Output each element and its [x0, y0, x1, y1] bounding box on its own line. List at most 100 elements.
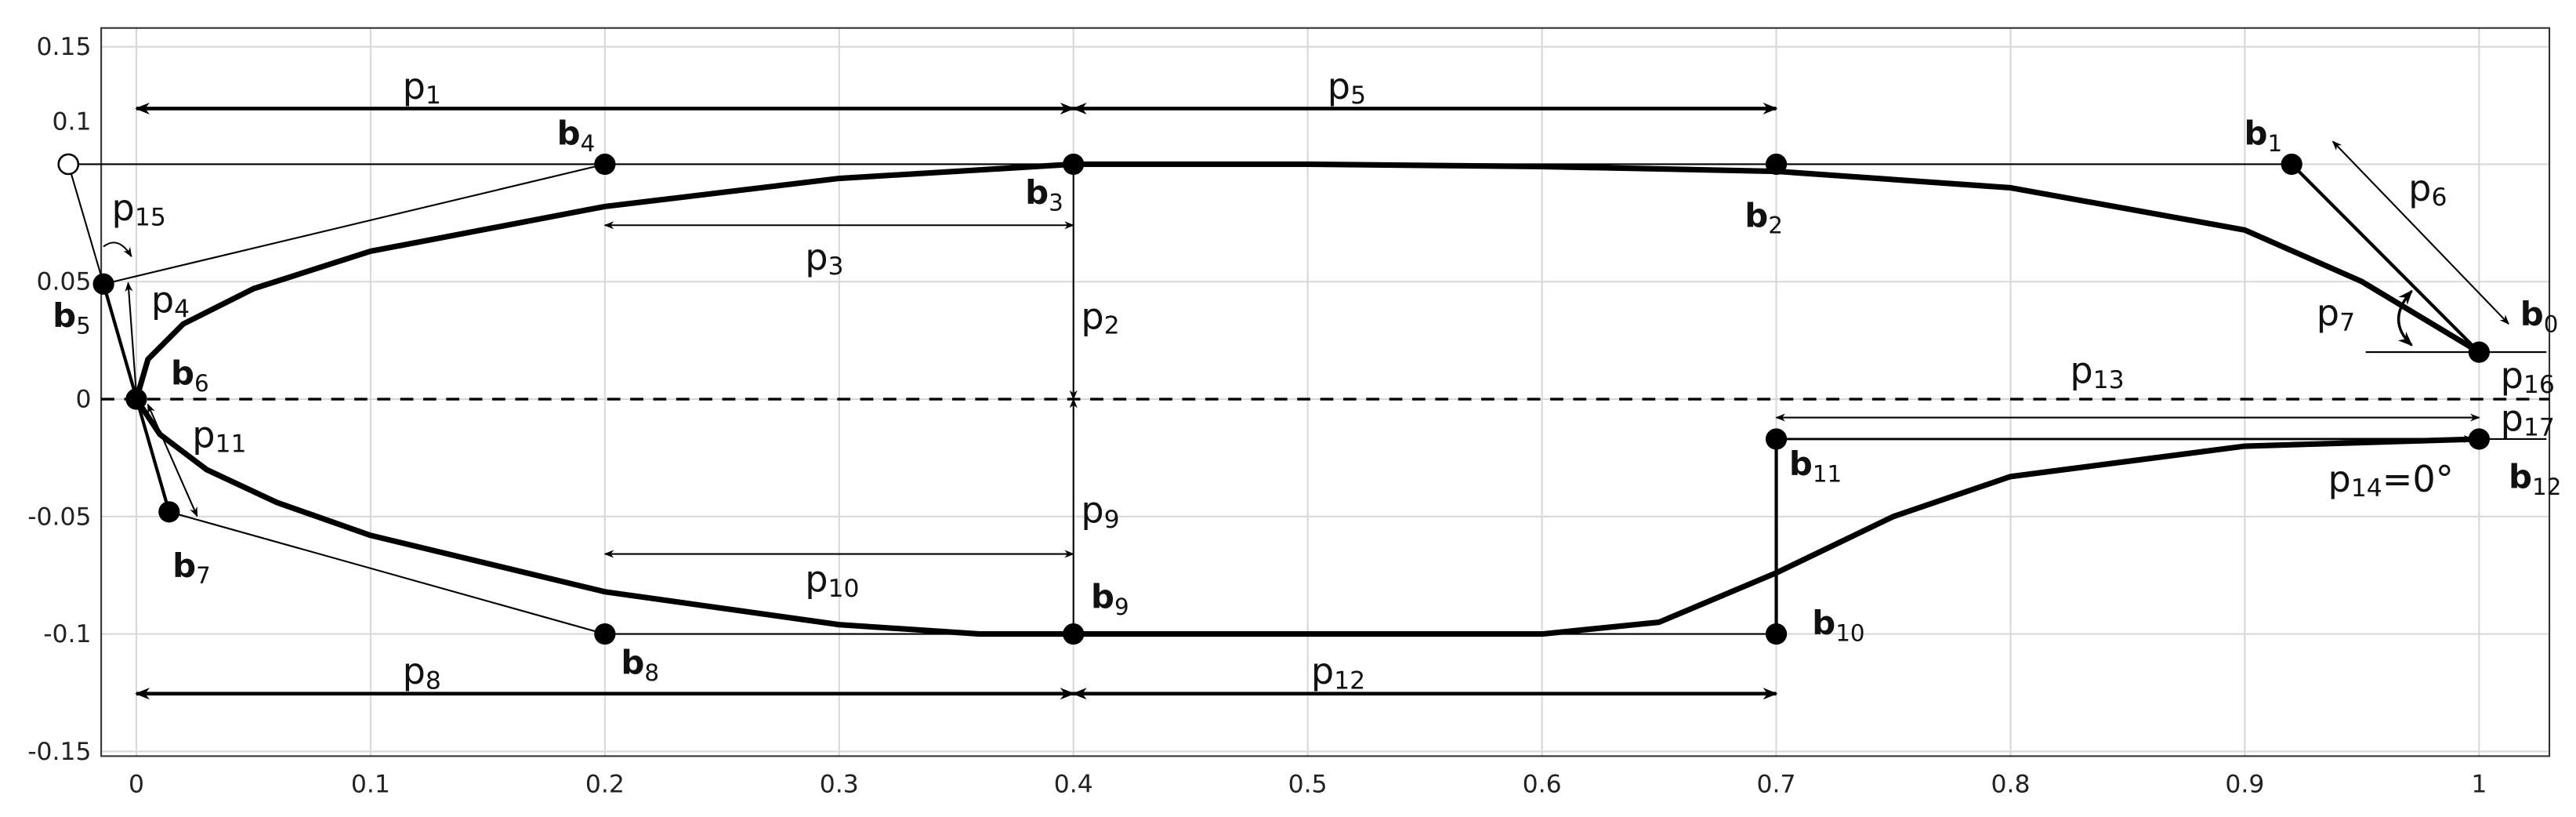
parameter-label: p10: [805, 558, 859, 603]
x-tick-label: 1: [2471, 770, 2487, 798]
x-tick-label: 0.9: [2225, 770, 2264, 798]
control-point: [594, 153, 616, 176]
parameter-index: 12: [1334, 666, 1365, 695]
control-point: [2468, 428, 2490, 450]
dimension-arrow: [125, 281, 140, 396]
control-point: [594, 623, 616, 645]
parameter-letter: p: [1328, 65, 1350, 107]
y-tick-label: -0.05: [27, 503, 91, 531]
x-tick-label: 0.7: [1757, 770, 1796, 798]
parameter-label: p6: [2408, 167, 2447, 212]
point-label: b0: [2520, 295, 2559, 337]
control-point: [1765, 623, 1788, 645]
point-label-letter: b: [171, 354, 194, 393]
x-tick-label: 0.1: [351, 770, 390, 798]
parameter-label: p14=0°: [2328, 458, 2453, 503]
parameter-letter: p: [2501, 354, 2523, 397]
parameter-letter: p: [805, 236, 828, 278]
parameter-index: 4: [174, 296, 190, 324]
point-label-letter: b: [2509, 458, 2532, 496]
point-label: b10: [1812, 604, 1864, 646]
construction-line: [67, 164, 105, 285]
point-label-index: 5: [76, 313, 91, 340]
parameter-index: 11: [216, 430, 247, 459]
point-label: b5: [53, 296, 91, 339]
y-tick-label: -0.15: [27, 738, 91, 766]
parameter-label: p4: [151, 278, 190, 323]
y-tick-label: 0.05: [37, 268, 92, 296]
point-label-index: 7: [196, 562, 211, 589]
parameter-index: 3: [828, 252, 843, 281]
control-point: [158, 501, 180, 523]
parameter-index: 1: [426, 82, 441, 110]
point-label-letter: b: [2244, 114, 2268, 153]
parameter-label: p7: [2317, 292, 2355, 336]
parameter-label: p17: [2501, 397, 2555, 441]
parameter-letter: p: [1311, 650, 1334, 692]
point-label-index: 12: [2532, 474, 2561, 500]
point-label-index: 8: [644, 659, 659, 686]
control-point: [2281, 153, 2302, 176]
parameter-letter: p: [151, 278, 174, 321]
point-label: b12: [2509, 458, 2561, 500]
parameter-index: 13: [2093, 366, 2125, 394]
plot-frame: [100, 27, 2551, 757]
point-label: b1: [2244, 114, 2283, 157]
point-label: b4: [557, 114, 596, 157]
y-tick-label: -0.1: [43, 620, 91, 648]
parameter-letter: p: [403, 65, 426, 107]
parameter-letter: p: [2408, 167, 2431, 209]
parameter-label: p9: [1081, 489, 1119, 534]
parameter-index: 10: [828, 575, 859, 603]
angle-arc: [103, 241, 132, 258]
point-label-letter: b: [2520, 295, 2544, 333]
point-label-letter: b: [1025, 173, 1049, 212]
control-point: [92, 273, 114, 295]
point-label-letter: b: [1789, 445, 1813, 483]
dimension-arrow: [147, 403, 198, 517]
point-label: b7: [172, 546, 211, 589]
parameter-label: p1: [403, 65, 441, 110]
parameter-label: p15: [112, 187, 166, 231]
parameter-letter: p: [2070, 350, 2092, 392]
x-tick-label: 0.8: [1991, 770, 2030, 798]
parameter-index: 9: [1104, 506, 1120, 534]
parameter-label: p12: [1311, 650, 1365, 695]
control-point: [1765, 153, 1788, 176]
point-label-letter: b: [1745, 196, 1768, 234]
construction-line: [103, 163, 606, 285]
point-label-index: 4: [581, 130, 596, 157]
point-label-index: 9: [1114, 594, 1129, 620]
parameter-letter: p: [805, 558, 828, 601]
parameter-letter: p: [112, 187, 135, 229]
parameter-letter: p: [1081, 295, 1103, 337]
point-label-letter: b: [1091, 578, 1114, 616]
point-label: b11: [1789, 445, 1842, 487]
x-tick-label: 0: [129, 770, 144, 798]
parameter-index: 15: [135, 203, 166, 231]
parameter-label: p5: [1328, 65, 1366, 110]
parameter-letter: p: [1081, 489, 1103, 532]
parameter-label: p16: [2501, 354, 2555, 399]
parameter-letter: p: [403, 650, 426, 692]
dimension-arrow: [2331, 140, 2509, 325]
parameter-value: =0°: [2382, 458, 2454, 500]
point-label: b3: [1025, 173, 1063, 216]
point-label-letter: b: [621, 644, 644, 682]
point-label: b2: [1745, 196, 1783, 238]
point-label: b6: [171, 354, 209, 397]
y-tick-label: 0.15: [37, 33, 92, 61]
x-tick-label: 0.4: [1054, 770, 1093, 798]
parameter-letter: p: [2328, 458, 2350, 500]
point-label: b8: [621, 644, 659, 686]
angle-arc: [2397, 289, 2413, 347]
x-tick-label: 0.2: [585, 770, 625, 798]
point-label-index: 2: [1768, 212, 1783, 239]
parameter-index: 16: [2523, 371, 2555, 399]
point-label-index: 0: [2544, 311, 2559, 338]
parameter-letter: p: [192, 413, 215, 456]
point-label-index: 6: [194, 370, 209, 397]
parameter-label: p8: [403, 650, 441, 695]
point-label-index: 3: [1049, 189, 1063, 216]
